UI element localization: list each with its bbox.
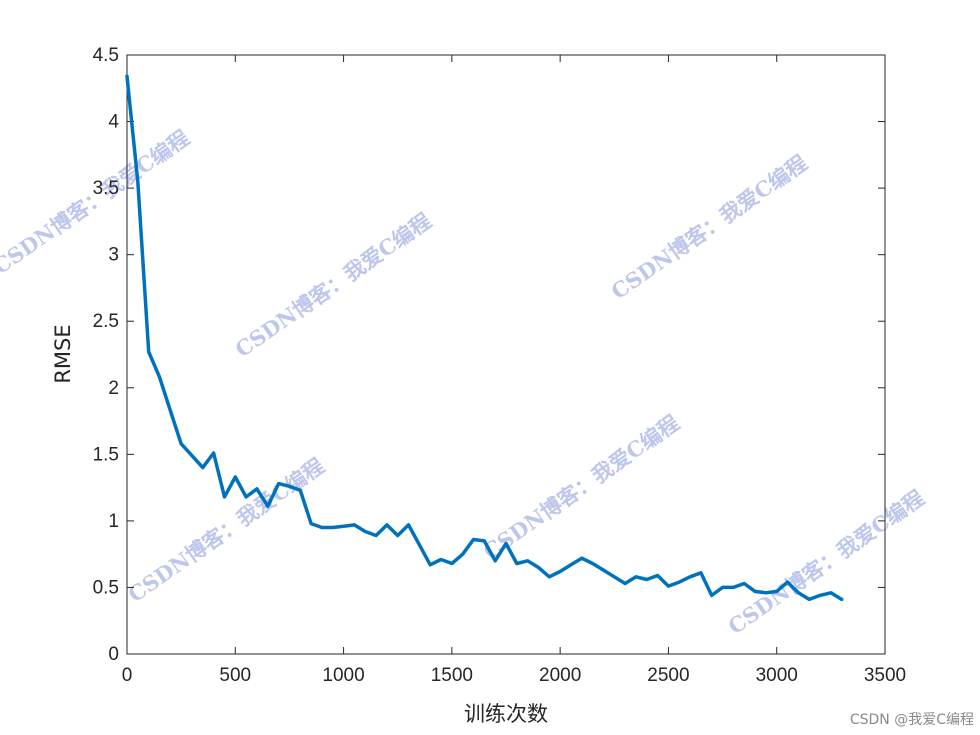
x-tick-label: 500 xyxy=(219,665,251,686)
y-tick-label: 3.5 xyxy=(93,178,119,199)
axis-ticks: 0 500 1000 1500 2000 2500 3000 3500 0 0.5 1 1.5 2 2.5… xyxy=(93,45,907,686)
rmse-series-line xyxy=(125,74,844,602)
x-tick-label: 2500 xyxy=(647,665,689,686)
y-tick-label: 1 xyxy=(108,511,119,532)
y-tick-label: 2 xyxy=(108,378,119,399)
watermark-text: CSDN博客：我爱C编程 xyxy=(724,485,929,639)
y-tick-label: 0 xyxy=(108,644,119,665)
plot-area-frame xyxy=(126,54,886,655)
watermark-text: CSDN博客：我爱C编程 xyxy=(231,208,436,362)
y-tick-label: 4 xyxy=(108,112,119,133)
x-axis-label: 训练次数 xyxy=(464,702,548,726)
y-tick-label: 3 xyxy=(108,245,119,266)
series-layer xyxy=(125,74,844,602)
watermark-text: CSDN博客：我爱C编程 xyxy=(607,150,812,304)
watermark-text: CSDN博客：我爱C编程 xyxy=(0,125,194,279)
watermark-text: CSDN博客：我爱C编程 xyxy=(124,453,329,607)
x-tick-label: 0 xyxy=(122,665,133,686)
y-tick-label: 2.5 xyxy=(93,311,119,332)
y-axis-label: RMSE xyxy=(51,324,75,383)
x-tick-label: 3000 xyxy=(756,665,798,686)
x-tick-label: 1000 xyxy=(322,665,364,686)
watermark-text: CSDN博客：我爱C编程 xyxy=(479,410,684,564)
x-tick-label: 2000 xyxy=(539,665,581,686)
x-tick-label: 1500 xyxy=(431,665,473,686)
y-tick-label: 4.5 xyxy=(93,45,119,66)
y-tick-label: 1.5 xyxy=(93,444,119,465)
x-tick-label: 3500 xyxy=(864,665,906,686)
csdn-credit: CSDN @我爱C编程 xyxy=(849,712,974,728)
y-tick-label: 0.5 xyxy=(93,577,119,598)
